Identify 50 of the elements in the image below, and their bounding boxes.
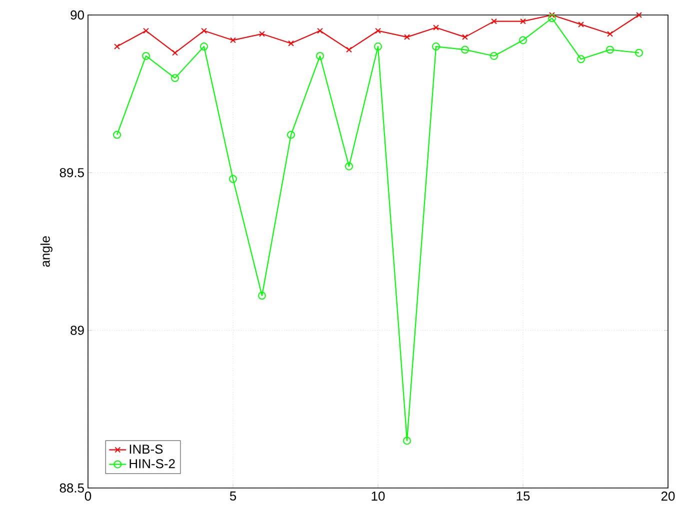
y-tick-label: 89.5 [60, 168, 84, 178]
point [432, 42, 440, 51]
point [549, 12, 555, 18]
point [607, 30, 613, 37]
point [548, 14, 556, 22]
point [143, 28, 149, 34]
point [114, 44, 120, 50]
point [142, 52, 150, 60]
point [403, 436, 411, 445]
point [229, 174, 237, 183]
point [404, 34, 410, 40]
point [519, 36, 527, 44]
point [230, 37, 236, 44]
point [171, 74, 179, 82]
point [346, 46, 352, 53]
point [288, 40, 294, 46]
x-tick-label: 15 [516, 492, 530, 501]
legend-label: INB-S [130, 444, 163, 454]
y-axis-title: angle [40, 236, 52, 267]
point [259, 30, 265, 37]
point [636, 12, 642, 18]
point [172, 50, 178, 56]
x-tick-label: 5 [230, 492, 236, 501]
point [490, 52, 498, 60]
point [491, 18, 497, 24]
point [462, 34, 468, 40]
x-tick-label: 20 [661, 492, 675, 501]
y-tick-label: 90 [70, 10, 84, 20]
point [201, 28, 207, 34]
point [606, 46, 614, 54]
point [578, 21, 584, 28]
x-tick-label: 10 [372, 492, 385, 501]
point [316, 52, 324, 60]
legend-label: HIN-S-2 [130, 459, 175, 468]
point [433, 24, 439, 31]
point [520, 18, 526, 24]
point [317, 28, 323, 34]
y-tick-label: 88.5 [60, 483, 84, 493]
point [577, 55, 585, 64]
x-tick-label: 0 [84, 492, 92, 501]
point [635, 48, 643, 57]
point [258, 292, 266, 300]
point [375, 28, 381, 34]
point [461, 46, 469, 54]
point [374, 42, 382, 51]
point [200, 42, 208, 51]
point [287, 130, 295, 139]
point [345, 162, 353, 170]
y-tick-label: 89 [70, 326, 84, 335]
point [113, 130, 121, 139]
